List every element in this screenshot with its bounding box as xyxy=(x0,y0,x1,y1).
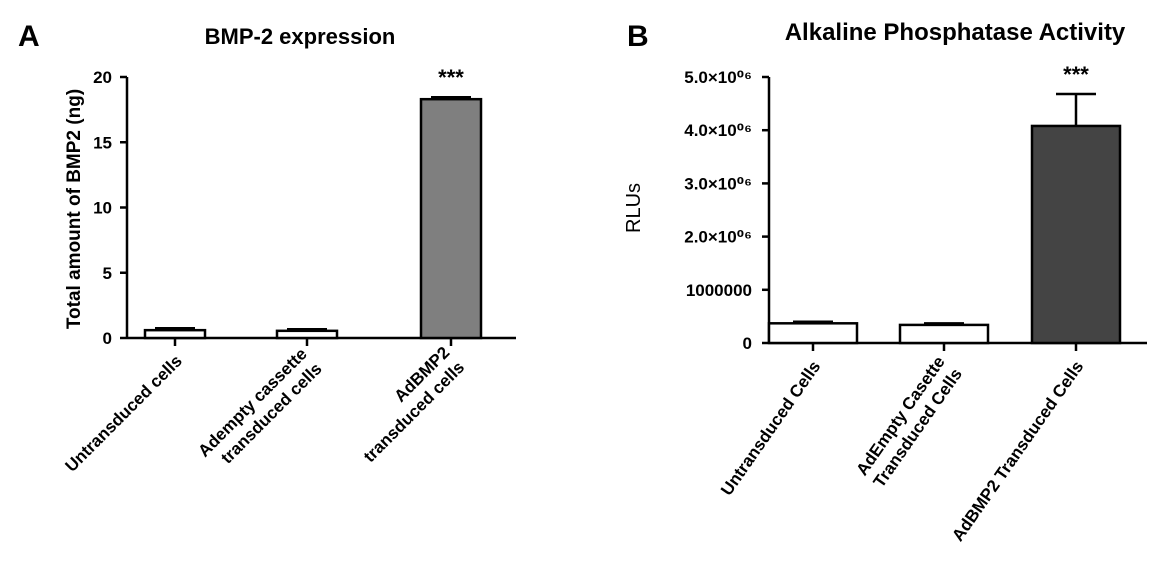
bar-a xyxy=(275,329,339,340)
bar-b xyxy=(767,322,859,345)
category-label-line-a: Untransduced cells xyxy=(61,351,185,475)
category-label-b: AdBMP2 Transduced Cells xyxy=(948,357,1087,544)
category-label-a: Untransduced cells xyxy=(61,351,185,475)
plot-area-a: 0 5 10 15 20 Untransduced cells Adempty casset… xyxy=(61,65,516,476)
category-label-line-b: Untransduced Cells xyxy=(717,357,824,499)
bar-a xyxy=(143,328,207,340)
y-tick-label-b: 1000000 xyxy=(686,281,752,300)
y-tick-label-b: 0 xyxy=(743,334,752,353)
y-tick-label-a: 5 xyxy=(103,264,112,283)
plot-area-b: 0 1000000 2.0×10⁰⁶ 3.0×10⁰⁶ 4.0×10⁰⁶ 5.0×10⁰⁶… xyxy=(684,62,1147,545)
y-tick-label-b: 4.0×10⁰⁶ xyxy=(684,121,752,140)
category-label-b: Untransduced Cells xyxy=(717,357,824,499)
bar-b xyxy=(898,323,990,345)
chart-title-b: Alkaline Phosphatase Activity xyxy=(785,19,1126,46)
chart-title-a: BMP-2 expression xyxy=(205,24,396,49)
category-label-a: Adempty cassettetransduced cells xyxy=(194,344,325,475)
y-axis-title-a: Total amount of BMP2 (ng) xyxy=(64,89,85,329)
significance-label-a: *** xyxy=(438,65,464,90)
significance-label-b: *** xyxy=(1063,62,1089,87)
y-axis-title-b: RLUs xyxy=(623,183,645,233)
panel-b: B Alkaline Phosphatase Activity RLUs 0 10… xyxy=(623,19,1147,545)
panel-a: A BMP-2 expression Total amount of BMP2 … xyxy=(18,20,516,476)
y-tick-label-a: 20 xyxy=(93,68,112,87)
bar-b xyxy=(1030,124,1122,345)
category-label-line-b: AdBMP2 Transduced Cells xyxy=(948,357,1087,544)
y-tick-label-a: 10 xyxy=(93,199,112,218)
category-label-a: AdBMP2transduced cells xyxy=(345,343,468,466)
y-tick-label-b: 2.0×10⁰⁶ xyxy=(684,228,752,247)
y-tick-label-a: 0 xyxy=(103,329,112,348)
panel-letter-a: A xyxy=(18,20,40,53)
bar-a xyxy=(419,97,483,340)
y-tick-label-b: 3.0×10⁰⁶ xyxy=(684,174,752,193)
y-tick-label-b: 5.0×10⁰⁶ xyxy=(684,68,752,87)
panel-letter-b: B xyxy=(627,20,649,53)
y-tick-label-a: 15 xyxy=(93,133,112,152)
category-label-b: AdEmpty CasetteTransduced Cells xyxy=(852,353,966,491)
